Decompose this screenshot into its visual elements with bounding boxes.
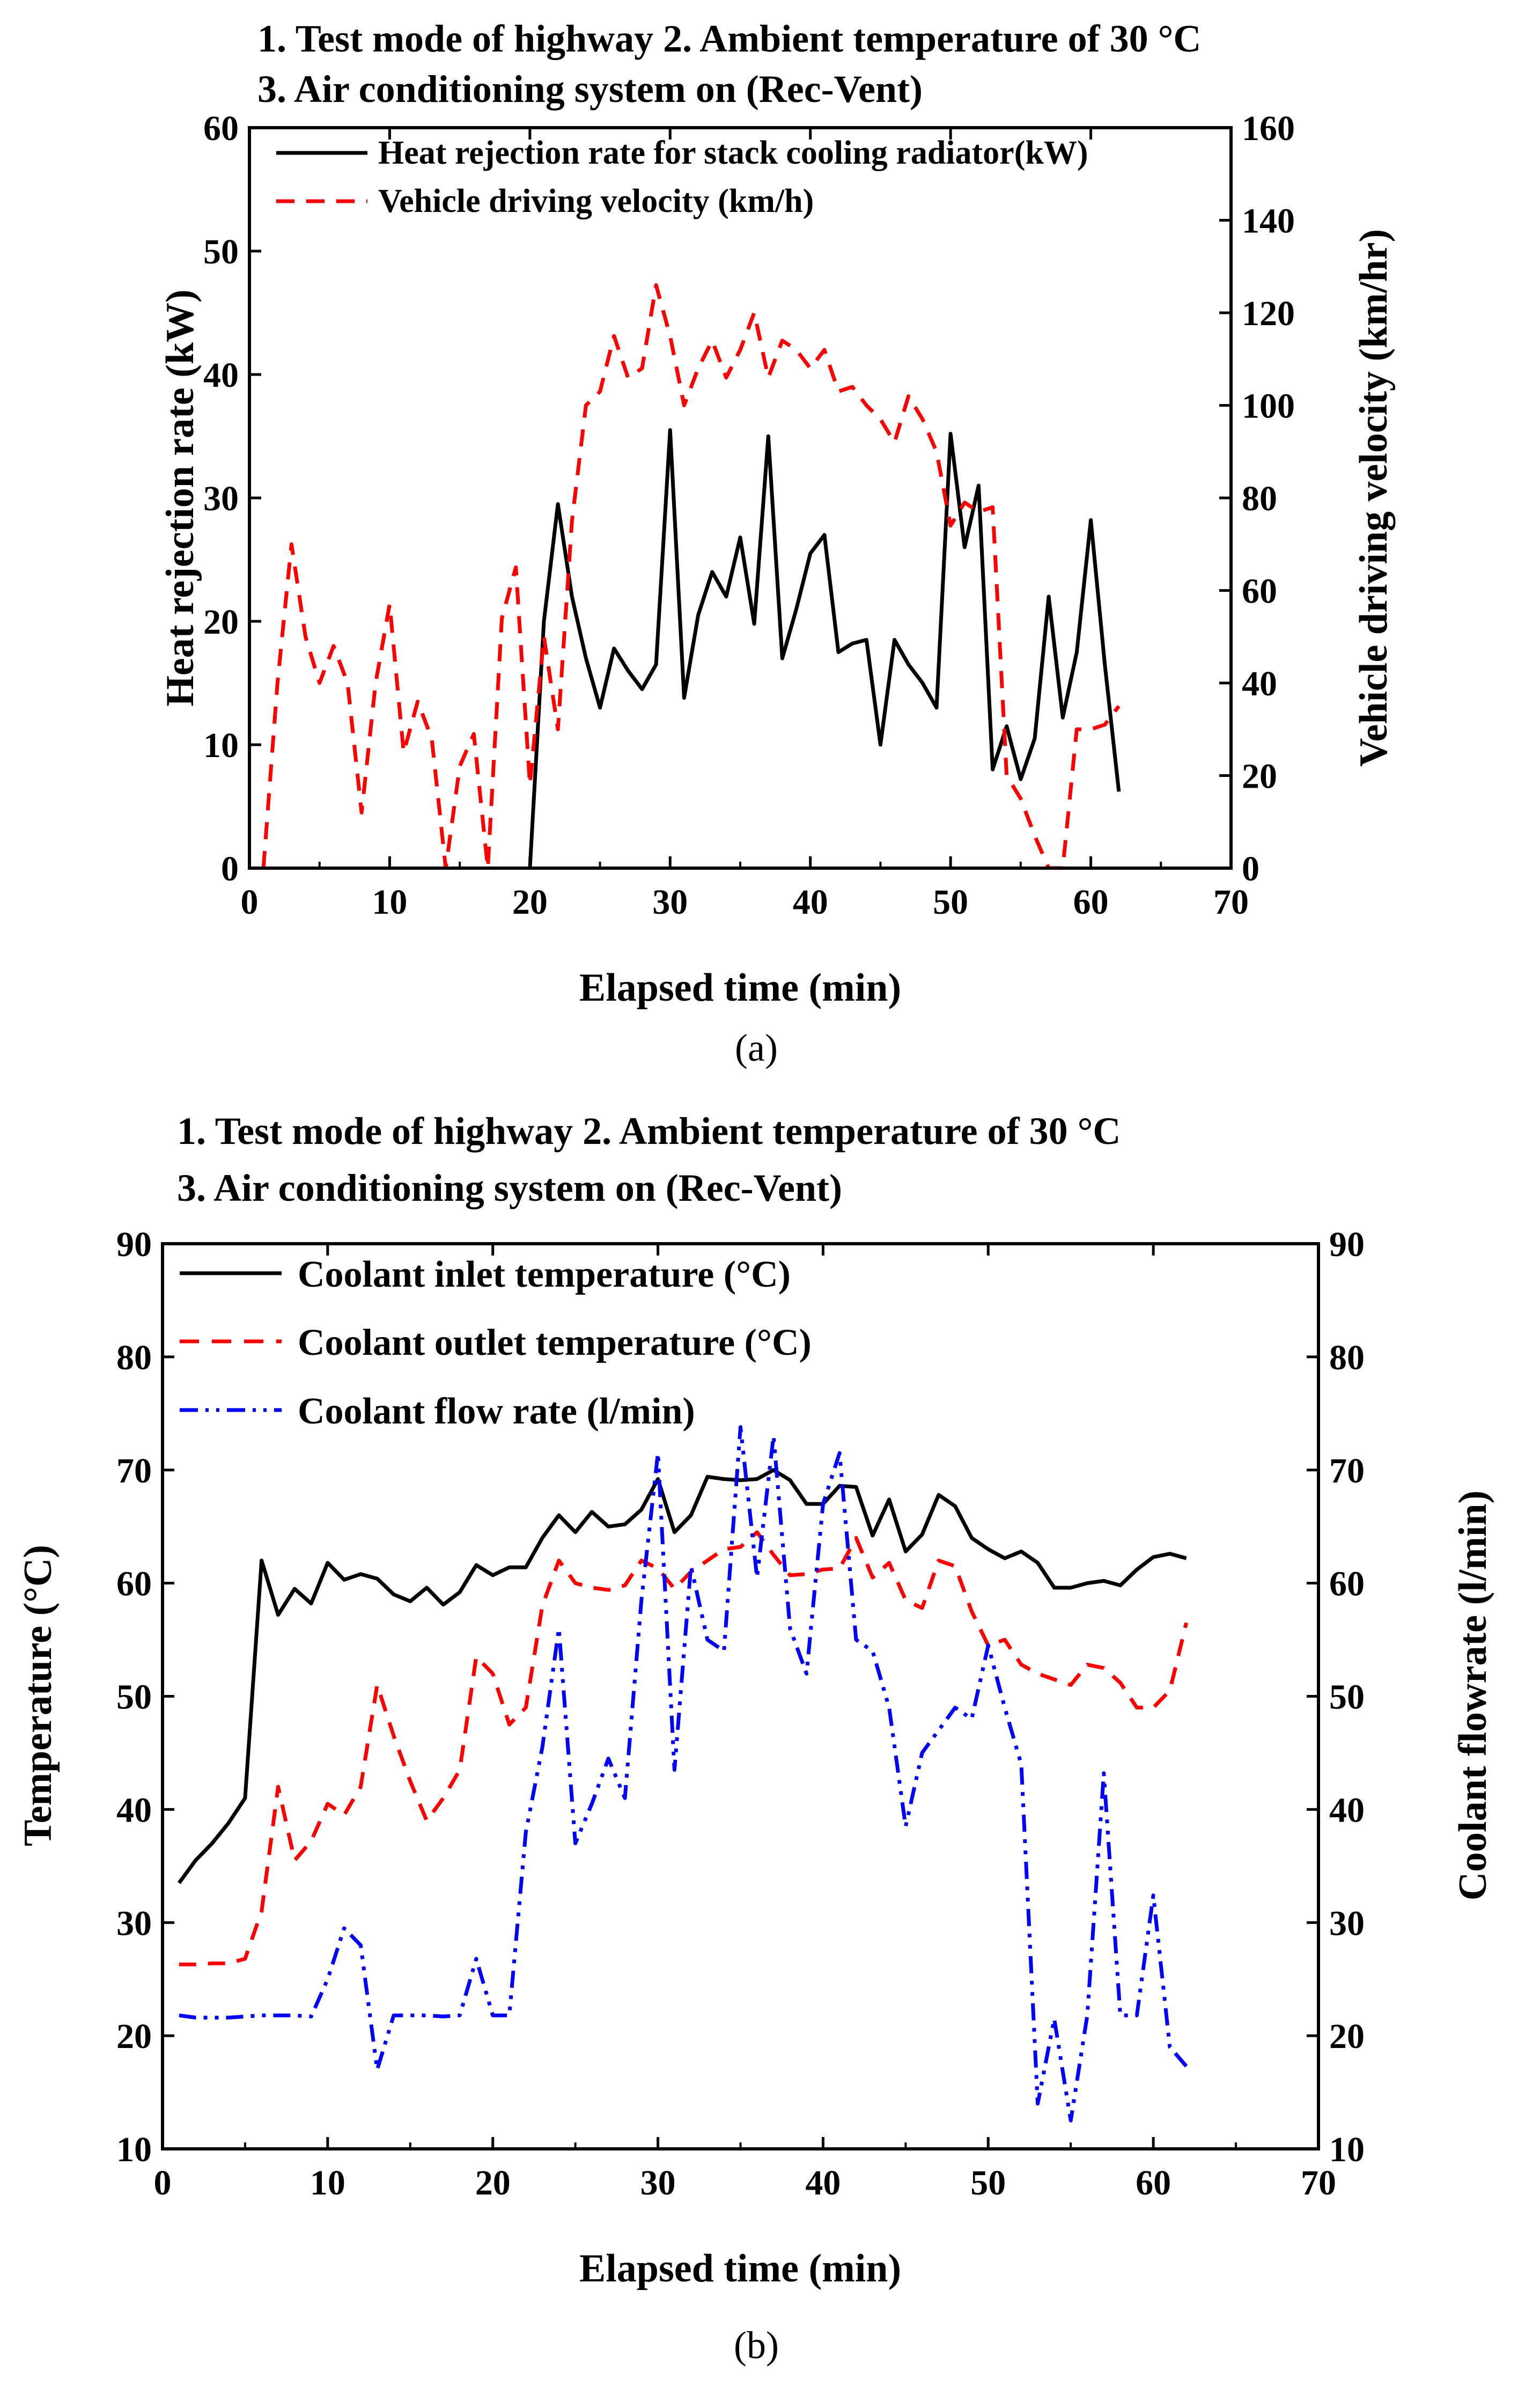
panel-b-y-tick-label: 70 (116, 1451, 152, 1491)
panel-b-y2-tick-label: 10 (1329, 2130, 1365, 2169)
panel-b-y2-tick-label: 70 (1329, 1451, 1365, 1491)
panel-b-y-tick-label: 90 (116, 1225, 152, 1264)
panel-b-y2-tick-label: 40 (1329, 1790, 1365, 1830)
panel-a-series-layer (261, 283, 1121, 868)
panel-b-y2-tick-label: 20 (1329, 2017, 1365, 2056)
panel-a-y2-tick-label: 140 (1242, 202, 1295, 241)
panel-a-y2-tick-label: 120 (1242, 294, 1295, 333)
panel-b-y-tick-label: 20 (116, 2017, 152, 2056)
panel-b-y-tick-label: 60 (116, 1565, 152, 1604)
panel-b-y-tick-label: 10 (116, 2130, 152, 2169)
panel-b-x-tick-label: 10 (310, 2163, 345, 2203)
panel-b-series-coolant-inlet-temperature-c (177, 1468, 1187, 1884)
panel-b-y2-tick-label: 50 (1329, 1678, 1365, 1717)
panel-b-y-tick-label: 50 (116, 1678, 152, 1717)
panel-b-x-tick-label: 40 (805, 2163, 841, 2203)
panel-b: 1. Test mode of highway 2. Ambient tempe… (16, 1110, 1495, 2367)
panel-a-x-tick-label: 20 (512, 883, 548, 922)
panel-a-y-tick-label: 30 (203, 479, 239, 518)
panel-b-axis-ticks: 0 10 20 30 40 50 60 701020304050607080901020304… (116, 1225, 1365, 2203)
panel-b-y2-tick-label: 60 (1329, 1565, 1365, 1604)
panel-a-y-tick-label: 50 (203, 232, 239, 271)
panel-b-series-coolant-flow-rate-l-min (179, 1425, 1188, 2123)
panel-b-y-tick-label: 80 (116, 1338, 152, 1377)
panel-a: 1. Test mode of highway 2. Ambient tempe… (158, 17, 1396, 1069)
panel-b-y-tick-label: 30 (116, 1904, 152, 1943)
panel-a-x-tick-label: 50 (933, 883, 968, 922)
panel-b-header-line-2: 3. Air conditioning system on (Rec-Vent) (177, 1166, 842, 1209)
panel-b-y-tick-label: 40 (116, 1790, 152, 1830)
panel-a-y2-tick-label: 80 (1242, 479, 1277, 518)
panel-a-y-axis-label: Heat rejection rate (kW) (158, 289, 202, 706)
panel-b-sublabel: (b) (734, 2324, 779, 2367)
panel-a-y2-tick-label: 160 (1242, 109, 1295, 148)
panel-a-plot-frame (248, 126, 1233, 870)
panel-b-x-axis-label: Elapsed time (min) (579, 2247, 901, 2291)
panel-a-x-tick-label: 30 (652, 883, 688, 922)
panel-a-header-line-1: 1. Test mode of highway 2. Ambient tempe… (257, 17, 1201, 60)
panel-a-x-tick-label: 70 (1213, 883, 1249, 922)
panel-b-x-tick-label: 60 (1136, 2163, 1171, 2203)
legend-label-coolant-outlet: Coolant outlet temperature (°C) (298, 1322, 812, 1363)
panel-a-y2-axis-label: Vehicle driving velocity (km/hr) (1352, 229, 1396, 767)
panel-b-y2-axis-label: Coolant flowrate (l/min) (1451, 1491, 1495, 1901)
legend-label-heat-rejection: Heat rejection rate for stack cooling ra… (378, 135, 1088, 171)
panel-a-series-vehicle-driving-velocity-km-h (261, 283, 1121, 868)
panel-b-x-tick-label: 0 (154, 2163, 172, 2203)
panel-b-y2-tick-label: 30 (1329, 1904, 1365, 1943)
panel-b-x-tick-label: 50 (970, 2163, 1006, 2203)
panel-a-y-tick-label: 60 (203, 109, 239, 148)
panel-b-plot-frame (161, 1242, 1320, 2150)
legend-label-coolant-flow: Coolant flow rate (l/min) (298, 1391, 695, 1432)
legend-label-coolant-inlet: Coolant inlet temperature (°C) (298, 1254, 791, 1295)
panel-b-y-axis-label: Temperature (°C) (16, 1545, 60, 1846)
panel-a-y2-tick-label: 40 (1242, 664, 1277, 703)
panel-b-series-coolant-outlet-temperature-c (179, 1530, 1189, 1966)
panel-a-y2-tick-label: 100 (1242, 387, 1295, 426)
panel-b-legend: Coolant inlet temperature (°C) Coolant o… (180, 1254, 812, 1432)
panel-b-header-line-1: 1. Test mode of highway 2. Ambient tempe… (177, 1110, 1121, 1153)
panel-a-sublabel: (a) (735, 1026, 778, 1069)
panel-a-y-tick-label: 0 (221, 849, 239, 889)
panel-a-y-tick-label: 10 (203, 726, 239, 765)
panel-a-x-tick-label: 10 (372, 883, 407, 922)
panel-b-y2-tick-label: 80 (1329, 1338, 1365, 1377)
panel-b-x-tick-label: 30 (640, 2163, 676, 2203)
panel-a-legend: Heat rejection rate for stack cooling ra… (276, 135, 1088, 219)
panel-b-x-tick-label: 70 (1301, 2163, 1336, 2203)
panel-a-series-heat-rejection-rate-for-stack-cooling-radiator-kw (528, 428, 1121, 868)
panel-b-x-tick-label: 20 (475, 2163, 511, 2203)
panel-a-header-line-2: 3. Air conditioning system on (Rec-Vent) (257, 68, 923, 111)
panel-a-x-tick-label: 0 (241, 883, 259, 922)
panel-a-y2-tick-label: 60 (1242, 572, 1277, 611)
panel-a-x-tick-label: 60 (1073, 883, 1109, 922)
panel-a-y2-tick-label: 20 (1242, 757, 1277, 796)
legend-label-vehicle-velocity: Vehicle driving velocity (km/h) (378, 183, 814, 219)
panel-a-axis-ticks: 0 10 20 30 40 50 60 700102030405060020406080100… (203, 109, 1295, 922)
panel-a-y-tick-label: 40 (203, 356, 239, 395)
panel-a-x-axis-label: Elapsed time (min) (579, 966, 901, 1010)
panel-b-y2-tick-label: 90 (1329, 1225, 1365, 1264)
panel-b-series-layer (177, 1425, 1189, 2123)
panel-a-x-tick-label: 40 (793, 883, 828, 922)
panel-a-y-tick-label: 20 (203, 603, 239, 642)
panel-a-y2-tick-label: 0 (1242, 849, 1259, 889)
